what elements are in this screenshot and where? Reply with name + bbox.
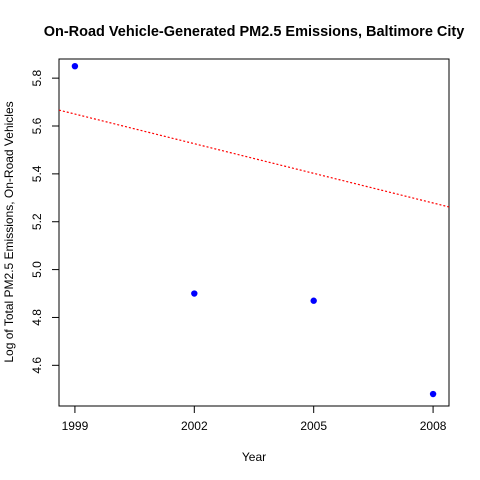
y-axis-label: Log of Total PM2.5 Emissions, On-Road Ve… bbox=[2, 101, 16, 362]
x-axis-label: Year bbox=[242, 450, 266, 464]
data-points bbox=[71, 62, 437, 398]
data-point bbox=[429, 390, 437, 398]
trend-line bbox=[59, 109, 449, 208]
y-tick-label: 5.6 bbox=[30, 117, 44, 134]
trend-line-group bbox=[59, 109, 449, 208]
data-point bbox=[310, 297, 317, 304]
y-axis: 4.6 4.8 5.0 5.2 5.4 5.6 5.8 bbox=[30, 69, 59, 374]
y-tick-label: 4.6 bbox=[30, 357, 44, 374]
y-tick-label: 5.2 bbox=[30, 213, 44, 230]
y-tick-label: 5.8 bbox=[30, 69, 44, 86]
y-tick-label: 5.0 bbox=[30, 261, 44, 278]
x-axis: 1999 2002 2005 2008 bbox=[62, 406, 447, 433]
x-tick-label: 1999 bbox=[62, 419, 89, 433]
y-tick-label: 4.8 bbox=[30, 309, 44, 326]
x-tick-label: 2008 bbox=[420, 419, 447, 433]
y-tick-label: 5.4 bbox=[30, 165, 44, 182]
chart-title: On-Road Vehicle-Generated PM2.5 Emission… bbox=[44, 24, 465, 40]
x-tick-label: 2005 bbox=[300, 419, 327, 433]
data-point bbox=[71, 62, 79, 70]
data-point bbox=[191, 290, 198, 297]
x-tick-label: 2002 bbox=[181, 419, 208, 433]
plot-frame bbox=[58, 58, 450, 407]
